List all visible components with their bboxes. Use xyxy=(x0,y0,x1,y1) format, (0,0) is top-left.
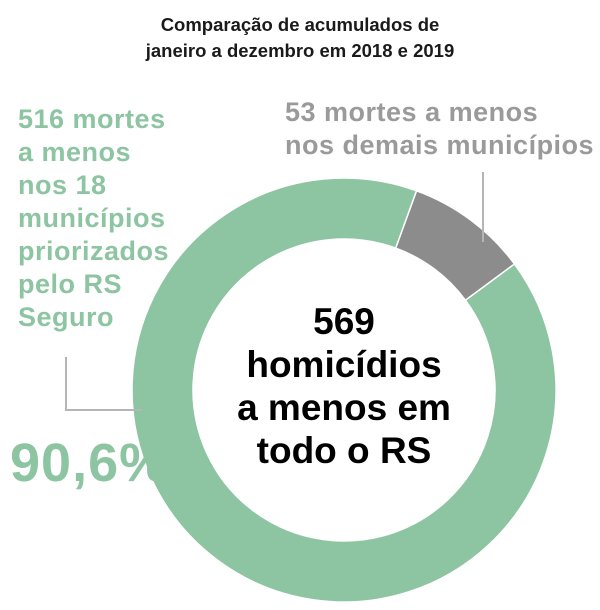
gray-slice-label-line: 53 mortes a menos xyxy=(285,97,539,127)
green-slice-label: 516 mortes a menos nos 18 municípios pri… xyxy=(18,103,169,334)
chart-title-line-1: Comparação de acumulados de xyxy=(160,14,440,35)
center-label-line: homicídios xyxy=(246,344,442,385)
green-slice-percent: 90,6% xyxy=(10,433,169,493)
green-slice-label-line: 516 mortes xyxy=(18,104,166,134)
green-leader-line xyxy=(65,357,142,411)
donut-slice-green xyxy=(131,177,557,603)
green-slice-label-line: priorizados xyxy=(18,236,170,266)
chart-title: Comparação de acumulados de janeiro a de… xyxy=(0,12,600,64)
gray-slice-label: 53 mortes a menos nos demais municípios xyxy=(285,96,594,162)
center-label-line: a menos em xyxy=(237,387,451,428)
chart-title-line-2: janeiro a dezembro em 2018 e 2019 xyxy=(145,40,455,61)
green-slice-label-line: a menos xyxy=(18,137,132,167)
green-slice-label-line: pelo RS xyxy=(18,269,123,299)
green-slice-label-line: municípios xyxy=(18,203,166,233)
green-slice-label-line: Seguro xyxy=(18,302,115,332)
green-slice-label-line: nos 18 xyxy=(18,170,107,200)
gray-slice-label-line: nos demais municípios xyxy=(285,130,595,160)
center-label-line: todo o RS xyxy=(256,430,432,471)
center-label-line: 569 xyxy=(313,301,375,342)
center-total-label: 569 homicídios a menos em todo o RS xyxy=(224,300,464,472)
